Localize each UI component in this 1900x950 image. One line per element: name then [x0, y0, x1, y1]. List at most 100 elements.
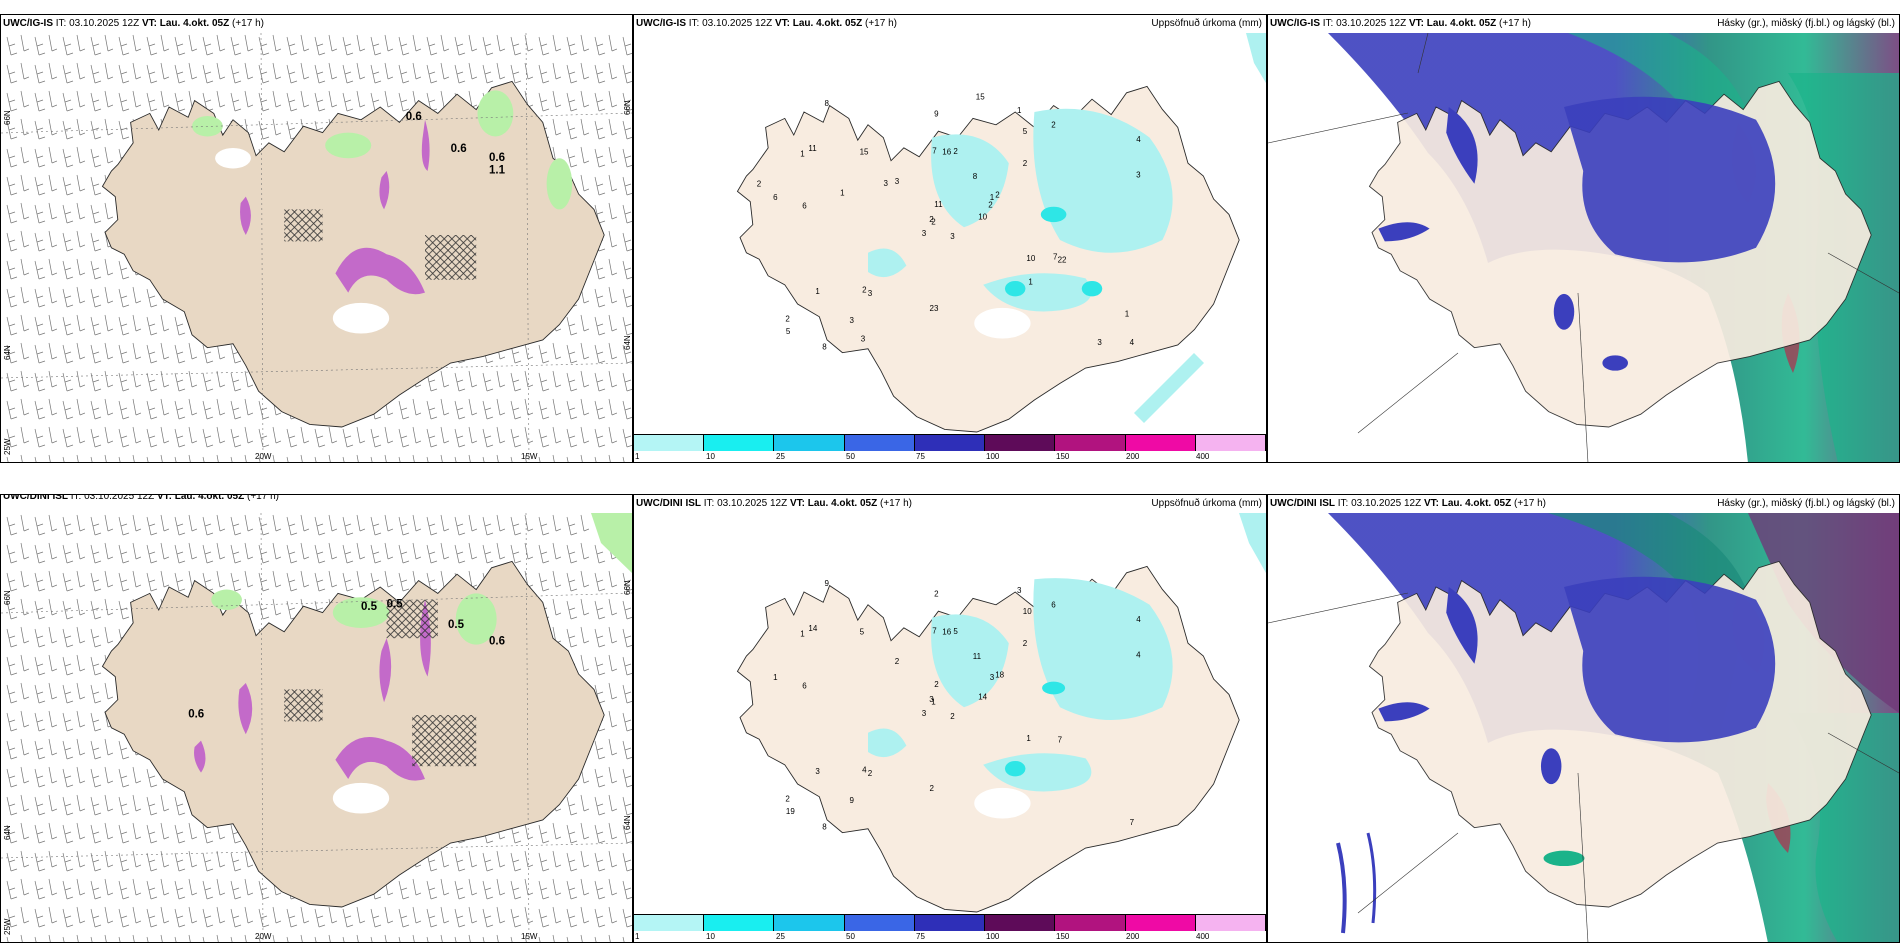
colorbar-swatch [844, 435, 915, 451]
lat-label-66n-right: 66N [623, 100, 632, 115]
precip-amount-label: 2 [930, 784, 935, 793]
colorbar-swatch [704, 915, 775, 931]
precip-amount-label: 7 [1053, 253, 1058, 262]
precip-amount-label: 14 [808, 624, 817, 633]
panel-title: UWC/DINI ISL IT: 03.10.2025 12Z VT: Lau.… [1270, 498, 1546, 509]
precip-amount-label: 2 [931, 218, 936, 227]
precip-amount-label: 8 [822, 342, 827, 351]
precip-amount-label: 2 [1023, 639, 1028, 648]
point-value: 0.6 [451, 143, 467, 155]
precip-amount-label: 1 [800, 149, 805, 158]
wind-snow-map-panel-row1: UWC/IG-IS IT: 03.10.2025 12Z VT: Lau. 4.… [0, 14, 633, 463]
colorbar-tick: 100 [986, 452, 1000, 461]
colorbar-tick: 50 [846, 452, 855, 461]
colorbar-tick: 150 [1056, 452, 1070, 461]
lon-label-15w: 15W [521, 932, 538, 941]
precip-amount-label: 2 [1023, 159, 1028, 168]
panel-title: UWC/IG-IS IT: 03.10.2025 12Z VT: Lau. 4.… [636, 18, 897, 29]
colorbar-tick: 10 [706, 452, 715, 461]
lat-label-64n-right: 64N [623, 815, 632, 830]
point-value: 0.6 [188, 709, 204, 721]
precip-colorbar [634, 434, 1266, 451]
precip-amount-label: 1 [1017, 106, 1022, 115]
panel-right-title: Uppsöfnuð úrkoma (mm) [1151, 18, 1262, 29]
wind-snow-map[interactable]: 0.6 0.6 0.6 1.1 [1, 33, 632, 462]
colorbar-labels: 1 10 25 50 75 100 150 200 400 [634, 932, 1266, 942]
colorbar-swatch [1195, 915, 1266, 931]
precip-amount-label: 5 [1023, 127, 1028, 136]
cloud-map[interactable] [1268, 513, 1899, 942]
colorbar-swatch [774, 435, 845, 451]
cloud-map[interactable] [1268, 33, 1899, 462]
colorbar-tick: 50 [846, 932, 855, 941]
precip-amount-label: 2 [757, 180, 762, 189]
precip-amount-label: 4 [1130, 338, 1135, 347]
lon-label-20w: 20W [255, 452, 272, 461]
precip-amount-label: 8 [825, 99, 830, 108]
precip-amount-label: 16 [942, 627, 951, 636]
lat-label-66n-right: 66N [623, 580, 632, 595]
precip-amount-label: 1 [815, 287, 820, 296]
precip-amount-label: 11 [808, 144, 817, 153]
precip-amount-label: 5 [860, 628, 865, 637]
precip-amount-label: 1 [773, 673, 778, 682]
colorbar-tick: 1 [635, 932, 640, 941]
colorbar-tick: 75 [916, 932, 925, 941]
colorbar-tick: 1 [635, 452, 640, 461]
precip-amount-label: 2 [895, 657, 900, 666]
precip-map[interactable]: 2 1 1 2 3 2 3 5 10 14 9 7 6 4 3 2 8 7 11 3 2 19 9 16 18 7 14 2 1 1 4 3 2… [634, 513, 1266, 923]
colorbar-swatch [704, 435, 775, 451]
precip-amount-label: 2 [785, 315, 790, 324]
colorbar-tick: 200 [1126, 452, 1140, 461]
precip-amount-label: 7 [932, 147, 937, 156]
precip-amount-label: 2 [988, 201, 993, 210]
precip-amount-label: 1 [931, 698, 936, 707]
point-value: 0.5 [361, 601, 378, 613]
colorbar-labels: 1 10 25 50 75 100 150 200 400 [634, 452, 1266, 462]
lat-label-64n: 64N [3, 345, 12, 360]
precip-amount-label: 1 [840, 188, 845, 197]
cloud-map-panel-row1: UWC/IG-IS IT: 03.10.2025 12Z VT: Lau. 4.… [1267, 14, 1900, 463]
point-value: 0.6 [406, 111, 422, 123]
panel-title: UWC/DINI ISL IT: 03.10.2025 12Z VT: Lau.… [636, 498, 912, 509]
precip-amount-label: 2 [934, 589, 939, 598]
colorbar-tick: 400 [1196, 932, 1210, 941]
precip-amount-label: 3 [990, 673, 995, 682]
lat-label-66n: 66N [3, 110, 12, 125]
wind-snow-map[interactable]: 0.6 0.5 0.5 0.5 0.6 [1, 513, 632, 942]
precip-amount-label: 2 [868, 769, 873, 778]
precip-map-panel-row2: UWC/DINI ISL IT: 03.10.2025 12Z VT: Lau.… [633, 494, 1267, 943]
colorbar-swatch [1125, 435, 1196, 451]
precip-amount-label: 3 [895, 177, 900, 186]
precip-amount-label: 1 [1125, 310, 1130, 319]
point-value: 0.6 [489, 152, 505, 164]
precip-amount-label: 23 [930, 304, 939, 313]
precip-amount-label: 2 [950, 712, 955, 721]
panel-title: UWC/DINI ISL IT: 03.10.2025 12Z VT: Lau.… [3, 494, 279, 502]
precip-amount-label: 15 [976, 92, 985, 101]
precip-amount-label: 11 [934, 200, 943, 209]
colorbar-tick: 150 [1056, 932, 1070, 941]
precip-map[interactable]: 3 1 2 2 1 3 1 2 5 10 8 4 6 4 3 2 8 7 8 1 3 5 3 16 2 22 11 9 6 10 3 2 23 1… [634, 33, 1266, 443]
precip-amount-label: 10 [1026, 254, 1035, 263]
precip-amount-label: 3 [1097, 338, 1102, 347]
colorbar-swatch [1125, 915, 1196, 931]
precip-amount-label: 3 [868, 289, 873, 298]
precip-amount-label: 2 [934, 680, 939, 689]
precip-colorbar [634, 914, 1266, 931]
precip-amount-label: 9 [850, 796, 855, 805]
colorbar-swatch [1055, 915, 1126, 931]
precip-amount-label: 3 [850, 316, 855, 325]
precip-amount-label: 2 [995, 191, 1000, 200]
point-value: 1.1 [489, 165, 506, 177]
colorbar-tick: 25 [776, 932, 785, 941]
panel-title: UWC/IG-IS IT: 03.10.2025 12Z VT: Lau. 4.… [1270, 18, 1531, 29]
colorbar-swatch [985, 435, 1056, 451]
precip-amount-label: 3 [884, 179, 889, 188]
lon-label-20w: 20W [255, 932, 272, 941]
colorbar-swatch [634, 915, 705, 931]
precip-map-panel-row1: UWC/IG-IS IT: 03.10.2025 12Z VT: Lau. 4.… [633, 14, 1267, 463]
colorbar-tick: 10 [706, 932, 715, 941]
precip-amount-label: 18 [995, 671, 1004, 680]
lat-label-66n: 66N [3, 590, 12, 605]
